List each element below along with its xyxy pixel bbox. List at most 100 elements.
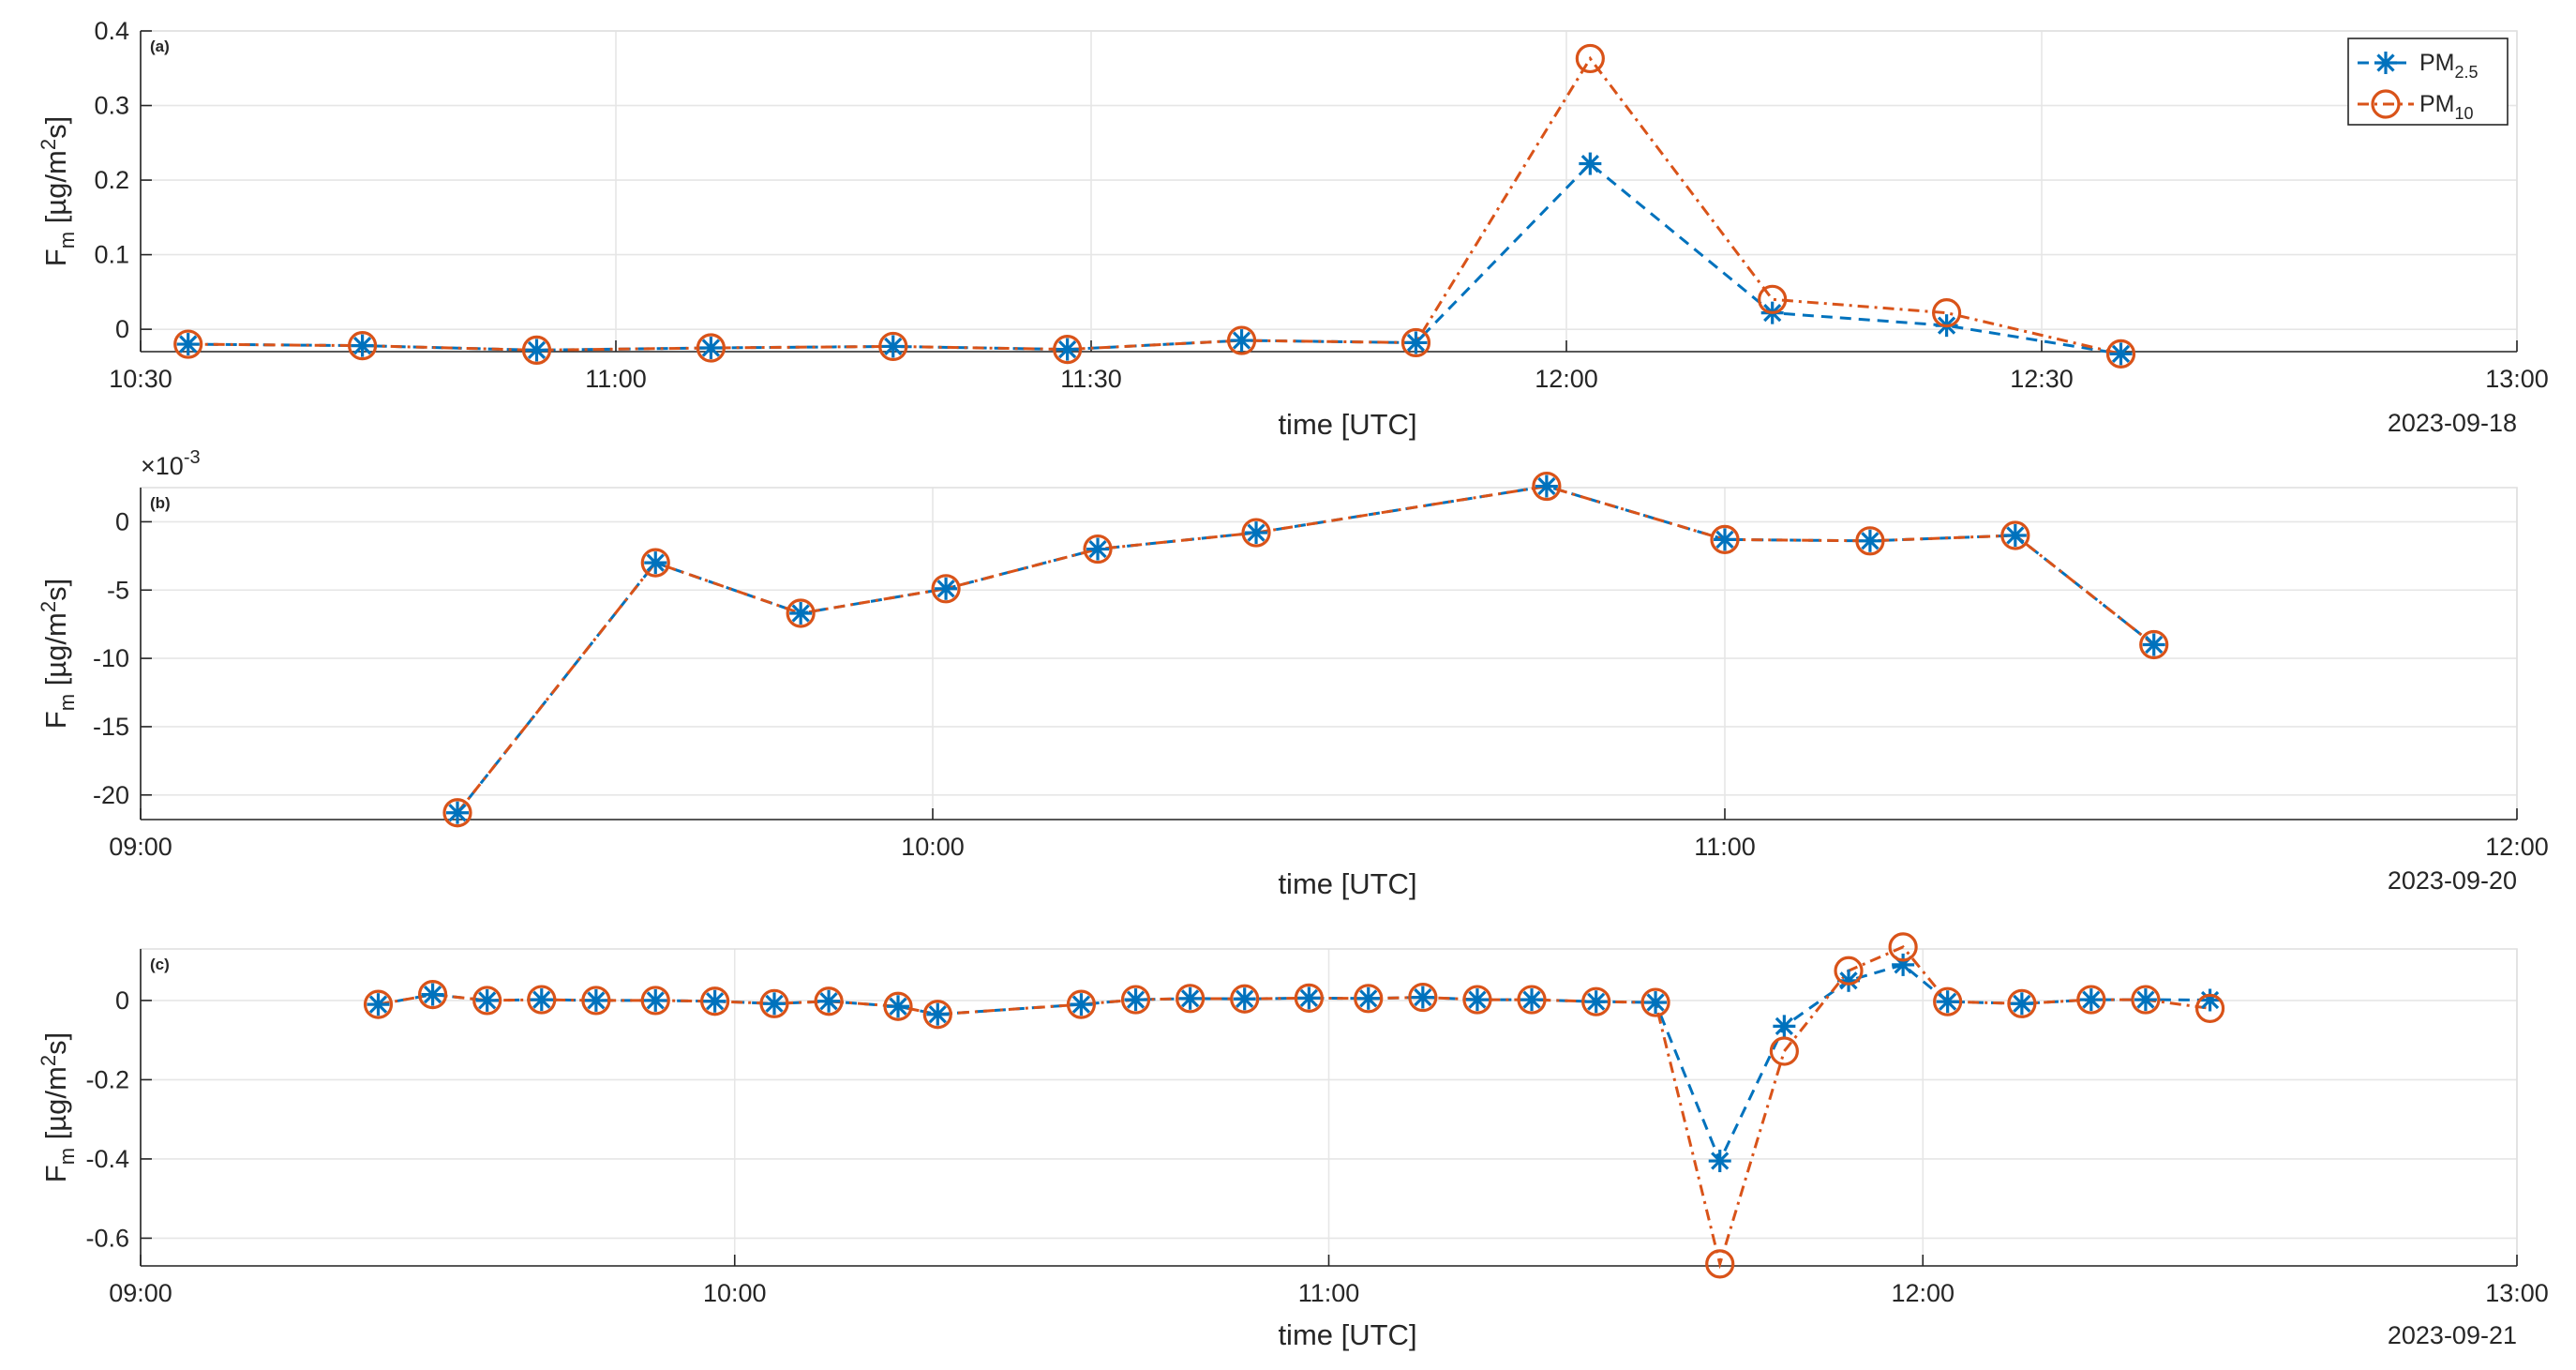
pm25-point bbox=[176, 333, 200, 356]
pm10-point bbox=[1083, 534, 1113, 565]
pm10-point bbox=[348, 331, 378, 361]
pm25-point bbox=[2079, 988, 2103, 1012]
asterisk-stroke bbox=[2145, 635, 2164, 655]
pm10-point bbox=[878, 331, 908, 362]
pm10-point bbox=[173, 329, 203, 359]
pm25-point bbox=[2003, 523, 2027, 547]
pm10-point bbox=[1855, 526, 1885, 556]
asterisk-stroke bbox=[1522, 990, 1541, 1009]
pm10-point bbox=[1462, 985, 1492, 1015]
pm25-point bbox=[789, 602, 813, 625]
pm25-point bbox=[1230, 329, 1253, 353]
asterisk-stroke bbox=[478, 991, 497, 1010]
y-exponent-label: ×10-3 bbox=[141, 447, 201, 480]
pm25-point bbox=[584, 988, 607, 1012]
pm25-point bbox=[1858, 529, 1881, 552]
x-tick-label: 11:00 bbox=[1298, 1279, 1360, 1307]
legend-label-base: PM bbox=[2419, 50, 2455, 76]
x-tick-label: 10:00 bbox=[703, 1279, 767, 1307]
y-tick-label: 0.2 bbox=[94, 166, 129, 194]
asterisk-stroke bbox=[646, 991, 665, 1010]
y-tick-label: -0.6 bbox=[85, 1224, 129, 1252]
pm25-point bbox=[703, 989, 726, 1013]
pm10-point bbox=[759, 988, 789, 1018]
y-tick-label: -15 bbox=[93, 713, 129, 741]
pm25-point bbox=[2134, 988, 2157, 1012]
pm25-point bbox=[644, 551, 667, 575]
y-axis-label-part: s] bbox=[39, 116, 72, 139]
asterisk-stroke bbox=[1646, 993, 1665, 1012]
pm10-point bbox=[2139, 629, 2169, 660]
x-tick-label: 12:30 bbox=[2010, 365, 2074, 393]
x-tick-label: 11:00 bbox=[1694, 833, 1756, 861]
pm10-point bbox=[472, 986, 502, 1016]
pm10-point bbox=[1400, 327, 1431, 358]
pm25-point bbox=[1411, 986, 1434, 1009]
pm25-point bbox=[1245, 521, 1268, 545]
pm10-point bbox=[2105, 339, 2136, 369]
pm10-point bbox=[1888, 932, 1918, 962]
x-tick-label: 12:00 bbox=[1535, 365, 1598, 393]
pm25-point bbox=[1535, 474, 1558, 498]
y-axis-label-part: m bbox=[55, 694, 79, 711]
asterisk-stroke bbox=[527, 340, 547, 360]
asterisk-stroke bbox=[1299, 988, 1318, 1008]
asterisk-stroke bbox=[1537, 476, 1556, 496]
date-label: 2023-09-20 bbox=[2388, 866, 2517, 895]
y-tick-label: -20 bbox=[93, 781, 129, 809]
asterisk-stroke bbox=[936, 580, 955, 598]
pm10-point bbox=[1241, 518, 1271, 548]
y-tick-label: 0.4 bbox=[94, 17, 129, 45]
x-tick-label: 12:00 bbox=[1891, 1279, 1954, 1307]
pm25-point bbox=[446, 801, 469, 824]
asterisk-stroke bbox=[819, 992, 838, 1011]
asterisk-stroke bbox=[1359, 989, 1378, 1008]
x-tick-label: 10:00 bbox=[901, 833, 965, 861]
asterisk-stroke bbox=[1406, 333, 1426, 353]
pm25-point bbox=[1714, 528, 1736, 551]
pm10-point bbox=[1176, 984, 1206, 1014]
y-axis-label-part: 2 bbox=[37, 139, 60, 150]
pm10-point bbox=[1932, 298, 1962, 328]
asterisk-stroke bbox=[2006, 526, 2025, 545]
asterisk-stroke bbox=[2136, 990, 2155, 1009]
y-axis-label-part: 2 bbox=[37, 1055, 60, 1066]
pm10-point bbox=[1575, 43, 1605, 74]
asterisk-stroke bbox=[179, 335, 198, 354]
y-tick-label: 0 bbox=[115, 986, 129, 1015]
y-axis-label: Fm [µg/m2s] bbox=[37, 579, 79, 729]
asterisk-stroke bbox=[1711, 1152, 1730, 1170]
pm10-point bbox=[527, 985, 557, 1015]
y-axis-label-part: m bbox=[55, 232, 79, 248]
exponent-power: -3 bbox=[184, 447, 201, 468]
exponent-base: ×10 bbox=[141, 452, 184, 480]
pm10-point bbox=[1933, 986, 1963, 1016]
legend-label-sub: 10 bbox=[2455, 104, 2474, 123]
pm25-point bbox=[1465, 988, 1489, 1012]
pm10-point bbox=[1834, 956, 1864, 986]
y-tick-label: 0 bbox=[115, 507, 129, 535]
asterisk-stroke bbox=[646, 553, 665, 572]
pm25-point bbox=[1584, 990, 1608, 1014]
pm10-point bbox=[1408, 982, 1438, 1013]
pm10-point bbox=[2007, 988, 2037, 1018]
pm10-point bbox=[786, 598, 816, 628]
pm10-point bbox=[363, 989, 394, 1019]
y-tick-label: 0 bbox=[115, 315, 129, 343]
asterisk-stroke bbox=[352, 337, 372, 355]
y-axis-label-part: [µg/m bbox=[39, 150, 72, 232]
pm25-point bbox=[1404, 331, 1428, 354]
pm25-point bbox=[2142, 633, 2165, 656]
legend-marker bbox=[2374, 52, 2397, 74]
date-label: 2023-09-18 bbox=[2388, 409, 2517, 437]
x-tick-label: 11:00 bbox=[585, 365, 647, 393]
y-axis-label-part: F bbox=[39, 1165, 72, 1182]
plot-area-box bbox=[140, 487, 2518, 820]
pm10-point bbox=[581, 986, 611, 1016]
asterisk-stroke bbox=[423, 985, 442, 1004]
pm10-point bbox=[1581, 986, 1611, 1016]
y-axis-label: Fm [µg/m2s] bbox=[37, 1032, 79, 1182]
pm10-point bbox=[1517, 985, 1547, 1015]
asterisk-stroke bbox=[1126, 990, 1146, 1009]
